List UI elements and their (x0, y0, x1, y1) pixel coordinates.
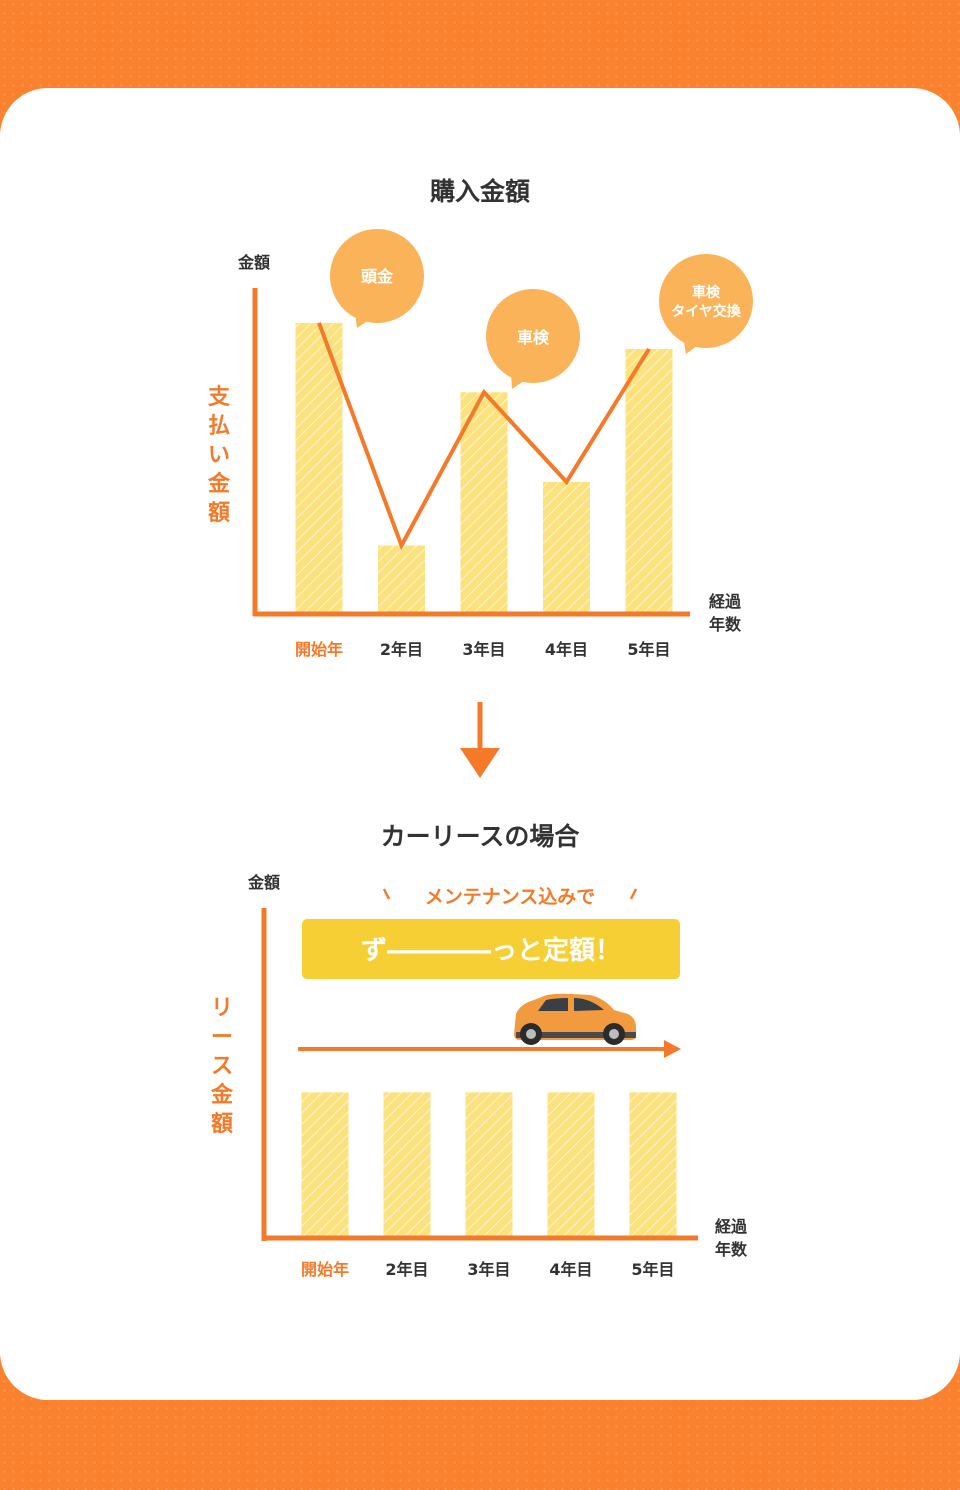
bubble-downpayment: 頭金 (330, 229, 424, 328)
purchase-bar (378, 545, 425, 612)
lease-categories: 開始年 2年目 3年目 4年目 5年目 (301, 1260, 675, 1279)
fixed-rate-banner-text: ず――――っと定額！ (361, 935, 621, 966)
lease-bar (383, 1092, 431, 1236)
bubble-inspection-tires-circle (659, 254, 753, 348)
lease-category-label: 開始年 (301, 1260, 349, 1279)
purchase-category-label: 開始年 (295, 640, 343, 659)
lease-category-label: 2年目 (385, 1260, 428, 1279)
bubble-inspection-tail (511, 372, 528, 389)
purchase-bar (543, 481, 590, 612)
lease-x-label-line1: 経過 (715, 1217, 748, 1236)
lease-category-label: 5年目 (631, 1260, 674, 1279)
purchase-chart: 購入金額 金額 支 払 い 金 額 頭金 車検 車検 タイヤ交換 (207, 177, 753, 659)
purchase-chart-title: 購入金額 (430, 177, 530, 206)
fixed-rate-banner (302, 919, 680, 979)
bubble-downpayment-text: 頭金 (361, 267, 394, 286)
purchase-bar (295, 322, 343, 612)
purchase-side-char: い (208, 443, 230, 468)
lease-side-char: ス (211, 1054, 233, 1079)
purchase-side-char: 金 (207, 471, 231, 497)
bubble-inspection-tires-tail (683, 336, 701, 354)
purchase-x-label-line2: 年数 (709, 615, 742, 634)
purchase-bar (625, 348, 673, 612)
lease-side-char: リ (211, 996, 233, 1021)
lease-bar (301, 1092, 349, 1236)
lease-bar (465, 1092, 513, 1236)
lease-x-label-line2: 年数 (715, 1240, 748, 1259)
purchase-trend-line (317, 322, 651, 551)
flat-rate-arrow (298, 1040, 681, 1058)
lease-bars (301, 1092, 677, 1236)
lease-side-char: 金 (210, 1082, 234, 1108)
car-icon (514, 993, 636, 1045)
lease-side-char: ー (211, 1025, 233, 1050)
purchase-categories: 開始年 2年目 3年目 4年目 5年目 (295, 640, 671, 659)
lease-side-label: リ ー ス 金 額 (210, 996, 234, 1137)
lease-bar (629, 1092, 677, 1236)
lease-chart: カーリースの場合 金額 リ ー ス 金 額 メンテナンス込みで ず――――っと定… (210, 822, 748, 1279)
lease-chart-title: カーリースの場合 (381, 822, 581, 851)
purchase-x-label-line1: 経過 (709, 592, 742, 611)
tagline-tick-left (382, 888, 391, 900)
purchase-bars (295, 322, 673, 612)
lease-side-char: 額 (211, 1111, 233, 1137)
down-arrow-icon (460, 702, 500, 778)
lease-tagline: メンテナンス込みで (425, 886, 596, 908)
lease-category-label: 4年目 (549, 1260, 592, 1279)
bubble-downpayment-circle (330, 229, 424, 323)
bubble-inspection-circle (486, 289, 580, 383)
purchase-side-char: 支 (208, 385, 231, 410)
bubble-inspection-tires: 車検 タイヤ交換 (659, 254, 753, 354)
lease-y-label: 金額 (247, 873, 280, 892)
purchase-bar (460, 392, 508, 612)
bubble-inspection-tires-line2: タイヤ交換 (671, 303, 742, 320)
purchase-category-label: 5年目 (627, 640, 670, 659)
purchase-category-label: 4年目 (545, 640, 588, 659)
purchase-category-label: 2年目 (380, 640, 423, 659)
purchase-side-char: 払 (208, 414, 230, 439)
lease-bar (547, 1092, 595, 1236)
purchase-side-label: 支 払 い 金 額 (207, 385, 231, 526)
purchase-y-label: 金額 (237, 253, 270, 272)
bubble-inspection: 車検 (486, 289, 580, 389)
bubble-downpayment-tail (355, 312, 372, 328)
bubble-inspection-tires-line1: 車検 (692, 284, 721, 301)
bubble-inspection-text: 車検 (517, 328, 550, 347)
lease-category-label: 3年目 (467, 1260, 510, 1279)
tagline-tick-right (629, 888, 638, 900)
purchase-side-char: 額 (208, 500, 230, 526)
purchase-category-label: 3年目 (462, 640, 505, 659)
